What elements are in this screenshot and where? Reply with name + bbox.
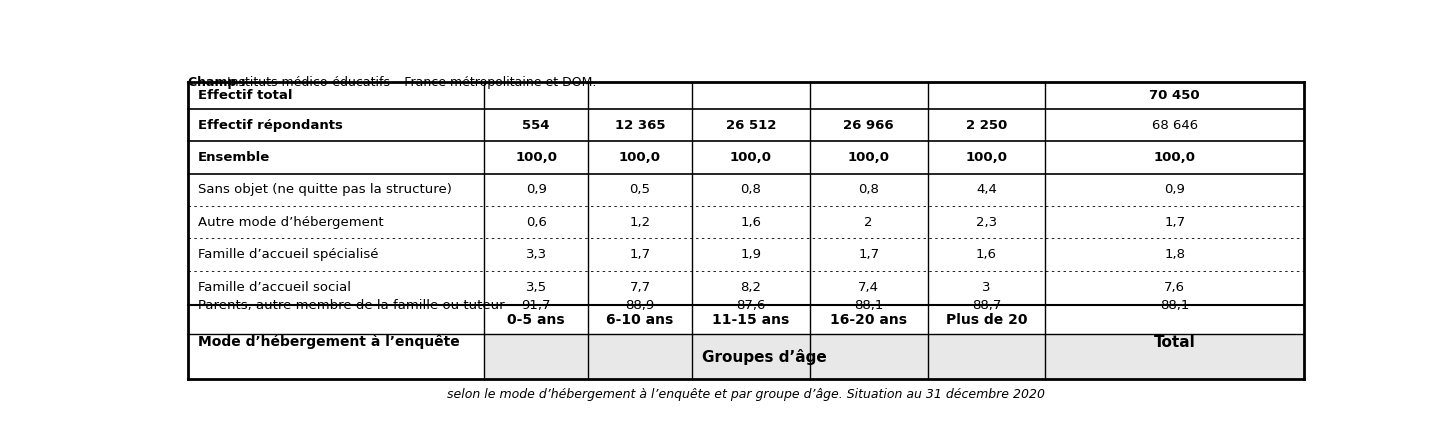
- Text: 11-15 ans: 11-15 ans: [712, 313, 789, 327]
- Text: Effectif répondants: Effectif répondants: [198, 118, 342, 132]
- Text: 0,8: 0,8: [858, 183, 879, 196]
- Text: 100,0: 100,0: [729, 151, 772, 164]
- Text: 0,5: 0,5: [629, 183, 651, 196]
- Text: 88,9: 88,9: [626, 299, 655, 312]
- Text: Famille d’accueil social: Famille d’accueil social: [198, 281, 351, 294]
- Text: 7,6: 7,6: [1165, 281, 1185, 294]
- Text: 0,8: 0,8: [741, 183, 761, 196]
- Text: 1,6: 1,6: [740, 215, 761, 229]
- Text: Mode d’hébergement à l’enquête: Mode d’hébergement à l’enquête: [198, 335, 459, 349]
- Text: 0,9: 0,9: [1165, 183, 1185, 196]
- Text: 88,7: 88,7: [971, 299, 1002, 312]
- Text: 7,7: 7,7: [629, 281, 651, 294]
- Text: 3,3: 3,3: [526, 248, 547, 261]
- Text: Famille d’accueil spécialisé: Famille d’accueil spécialisé: [198, 248, 379, 261]
- Text: Ensemble: Ensemble: [198, 151, 269, 164]
- Text: 7,4: 7,4: [858, 281, 879, 294]
- Text: 100,0: 100,0: [847, 151, 890, 164]
- Text: 68 646: 68 646: [1152, 118, 1198, 132]
- Text: 16-20 ans: 16-20 ans: [830, 313, 907, 327]
- Text: 88,1: 88,1: [1160, 299, 1190, 312]
- Text: 26 512: 26 512: [725, 118, 776, 132]
- Text: 1,2: 1,2: [629, 215, 651, 229]
- Text: 0,6: 0,6: [526, 215, 546, 229]
- Bar: [485, 335, 1305, 379]
- Text: 1,7: 1,7: [1165, 215, 1185, 229]
- Text: selon le mode d’hébergement à l’enquête et par groupe d’âge. Situation au 31 déc: selon le mode d’hébergement à l’enquête …: [447, 388, 1045, 401]
- Text: 1,6: 1,6: [976, 248, 997, 261]
- Text: 2,3: 2,3: [976, 215, 997, 229]
- Text: 6-10 ans: 6-10 ans: [606, 313, 674, 327]
- Text: Effectif total: Effectif total: [198, 89, 293, 102]
- Text: 2 250: 2 250: [965, 118, 1008, 132]
- Text: 0-5 ans: 0-5 ans: [507, 313, 565, 327]
- Text: 87,6: 87,6: [737, 299, 766, 312]
- Text: 100,0: 100,0: [1153, 151, 1195, 164]
- Text: Total: Total: [1155, 335, 1195, 350]
- Text: Champ :: Champ :: [188, 76, 246, 89]
- Text: 1,8: 1,8: [1165, 248, 1185, 261]
- Text: Groupes d’âge: Groupes d’âge: [702, 349, 827, 365]
- Text: 2: 2: [865, 215, 874, 229]
- Text: Sans objet (ne quitte pas la structure): Sans objet (ne quitte pas la structure): [198, 183, 451, 196]
- Text: 91,7: 91,7: [521, 299, 550, 312]
- Text: 0,9: 0,9: [526, 183, 546, 196]
- Text: 88,1: 88,1: [855, 299, 884, 312]
- Text: 100,0: 100,0: [965, 151, 1008, 164]
- Text: 100,0: 100,0: [515, 151, 558, 164]
- Text: 1,9: 1,9: [740, 248, 761, 261]
- Text: Plus de 20: Plus de 20: [946, 313, 1026, 327]
- Text: 4,4: 4,4: [976, 183, 997, 196]
- Text: Instituts médico-éducatifs – France métropolitaine et DOM.: Instituts médico-éducatifs – France métr…: [223, 76, 597, 89]
- Text: Autre mode d’hébergement: Autre mode d’hébergement: [198, 215, 383, 229]
- Text: 1,7: 1,7: [858, 248, 879, 261]
- Text: 70 450: 70 450: [1149, 89, 1200, 102]
- Text: 3: 3: [983, 281, 990, 294]
- Text: Parents, autre membre de la famille ou tuteur: Parents, autre membre de la famille ou t…: [198, 299, 504, 312]
- Text: 1,7: 1,7: [629, 248, 651, 261]
- Text: 554: 554: [523, 118, 550, 132]
- Text: 8,2: 8,2: [740, 281, 761, 294]
- Text: 12 365: 12 365: [614, 118, 665, 132]
- Text: 26 966: 26 966: [843, 118, 894, 132]
- Text: 100,0: 100,0: [619, 151, 661, 164]
- Text: 3,5: 3,5: [526, 281, 547, 294]
